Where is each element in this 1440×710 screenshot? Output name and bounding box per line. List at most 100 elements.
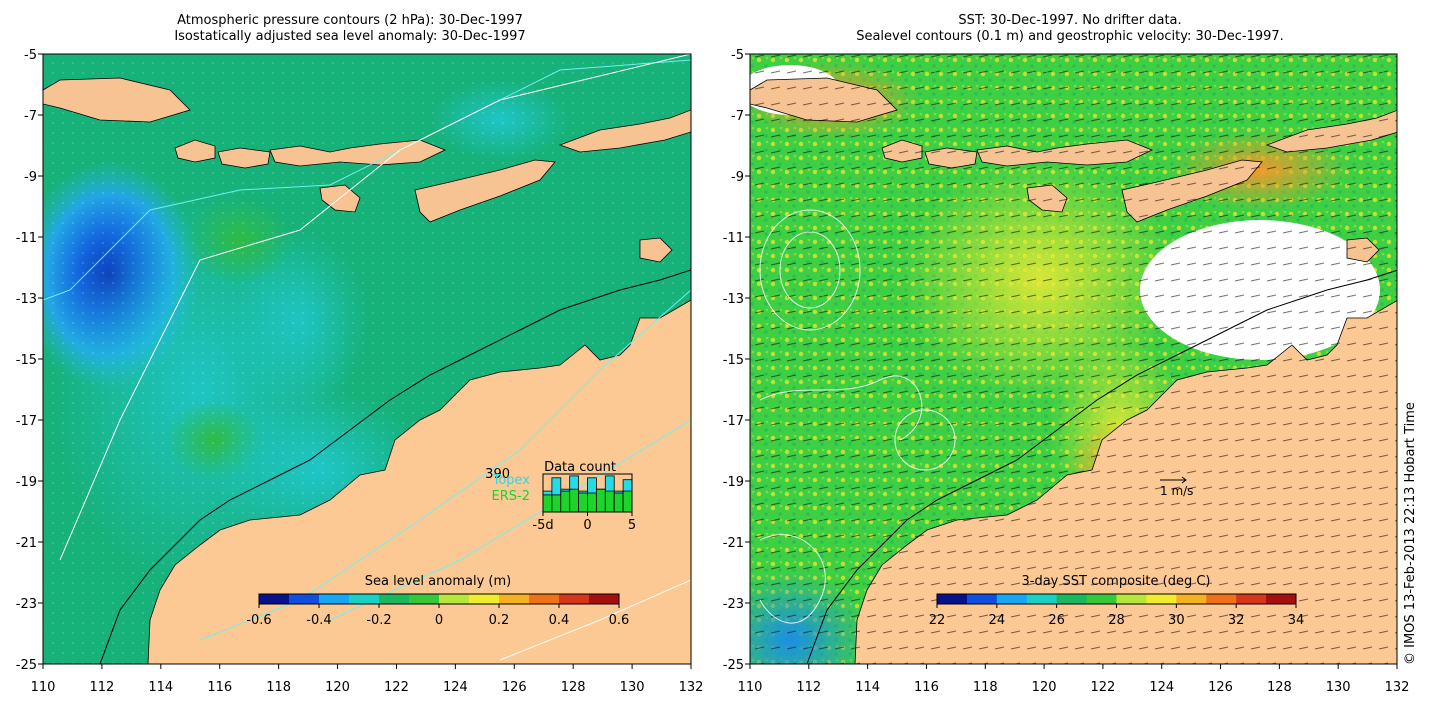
right-xtick-label: 126	[1208, 680, 1233, 695]
left-xtick-label: 110	[31, 680, 56, 695]
data-count-title: Data count	[544, 460, 616, 475]
ers2-count-bar	[578, 492, 588, 513]
sealevel-contour-ring	[894, 409, 956, 471]
geostrophic-velocity-arrows	[750, 54, 1397, 664]
right-ytick-label: -13	[723, 292, 744, 307]
pressure-contour-4	[329, 419, 691, 621]
data-count-xtick-label: -5d	[532, 518, 553, 533]
left-title-line1: Atmospheric pressure contours (2 hPa): 3…	[177, 13, 523, 28]
sst-colorbar-swatch	[966, 594, 998, 604]
left-ytick-label: -21	[16, 536, 37, 551]
sea-level-map	[43, 54, 691, 664]
right-axes: 110 112 114 116 118 120 122 124 126 128 130 132 -5 -7…	[723, 48, 1410, 695]
left-ytick-label: -17	[16, 414, 37, 429]
right-ytick-label: -25	[723, 658, 744, 673]
ers2-count-bar	[622, 490, 633, 513]
sea-level-colorbar-swatch	[469, 594, 500, 604]
right-ytick-label: -15	[723, 353, 744, 368]
sst-colorbar-tick-label: 22	[929, 613, 946, 628]
left-ytick-label: -15	[16, 353, 37, 368]
right-ytick-label: -21	[723, 536, 744, 551]
sealevel-contour-3	[759, 375, 923, 441]
right-xtick-label: 116	[914, 680, 939, 695]
data-count-inset: Data count 390 Topex ERS-2 -5d 0 5	[485, 460, 636, 533]
sst-colorbar-swatch	[937, 594, 968, 604]
sst-colorbar-swatch	[1176, 594, 1207, 604]
pressure-contour-2	[59, 54, 691, 561]
velocity-scale: 1 m/s	[1160, 476, 1193, 498]
ers2-count-bar	[596, 488, 606, 513]
right-xtick-label: 112	[796, 680, 821, 695]
right-ytick-label: -9	[731, 170, 744, 185]
sst-colorbar-swatch	[1116, 594, 1147, 604]
sst-colorbar-swatch	[1206, 594, 1237, 604]
sea-level-colorbar-swatch	[439, 594, 470, 604]
left-xtick-label: 126	[502, 680, 527, 695]
island-4	[269, 139, 446, 167]
left-ytick-label: -5	[24, 48, 37, 63]
left-ytick-label: -11	[16, 231, 37, 246]
ers2-count-bar	[587, 492, 597, 513]
ers2-count-bar	[604, 490, 615, 513]
indonesian-islands	[43, 77, 691, 263]
data-count-xtick-label: 5	[628, 518, 636, 533]
left-xtick-label: 128	[561, 680, 586, 695]
sea-level-colorbar-swatch	[289, 594, 320, 604]
right-xtick-label: 110	[738, 680, 763, 695]
island-8	[639, 237, 673, 263]
sst-colorbar-tick-label: 26	[1048, 613, 1065, 628]
sea-level-colorbar-label: Sea level anomaly (m)	[365, 574, 511, 589]
data-count-max-label: 390	[485, 467, 510, 482]
sst-colorbar-tick-label: 34	[1288, 613, 1305, 628]
sea-level-colorbar-tick-label: 0.4	[549, 613, 570, 628]
right-xtick-label: 118	[973, 680, 998, 695]
australia-land	[147, 299, 691, 664]
right-ytick-label: -7	[731, 109, 744, 124]
sealevel-contour-eddy-inner	[779, 231, 841, 309]
island-2	[174, 139, 216, 163]
pressure-contour-3	[199, 289, 691, 641]
left-xtick-label: 112	[89, 680, 114, 695]
ers2-count-bar	[551, 494, 562, 513]
left-ytick-label: -7	[24, 109, 37, 124]
right-title-line1: SST: 30-Dec-1997. No drifter data.	[958, 13, 1182, 28]
sea-level-colorbar-swatch	[259, 594, 290, 604]
left-xtick-label: 130	[620, 680, 645, 695]
left-xtick-label: 116	[207, 680, 232, 695]
right-xtick-label: 120	[1032, 680, 1057, 695]
shelf-contour	[99, 269, 691, 664]
sea-level-colorbar: Sea level anomaly (m) -0.6 -0.4 -0.2 0 0.2 0.…	[246, 574, 629, 628]
left-xtick-label: 124	[443, 680, 468, 695]
island-3	[217, 147, 271, 169]
sea-level-colorbar-swatch	[409, 594, 440, 604]
data-count-xtick-label: 0	[583, 518, 591, 533]
right-xtick-label: 130	[1326, 680, 1351, 695]
left-xtick-label: 132	[679, 680, 704, 695]
sea-level-colorbar-swatch	[589, 594, 620, 604]
velocity-scale-label: 1 m/s	[1160, 484, 1193, 498]
sst-colorbar-tick-label: 32	[1228, 613, 1245, 628]
right-panel-title: SST: 30-Dec-1997. No drifter data. Seale…	[720, 13, 1420, 45]
right-xtick-label: 114	[855, 680, 880, 695]
sst-colorbar-swatch	[1056, 594, 1088, 604]
pressure-contours	[43, 54, 691, 661]
sst-map	[750, 54, 1397, 664]
sea-level-colorbar-tick-label: 0.2	[489, 613, 510, 628]
sea-level-colorbar-tick-label: 0.6	[609, 613, 630, 628]
sea-level-colorbar-swatch	[559, 594, 590, 604]
sea-level-colorbar-tick-label: 0	[435, 613, 443, 628]
island-6	[414, 159, 556, 223]
left-xtick-label: 118	[266, 680, 291, 695]
sealevel-contour-eddy	[759, 209, 861, 331]
legend-topex: Topex	[492, 473, 531, 488]
left-title-line2: Isostatically adjusted sea level anomaly…	[174, 29, 526, 44]
sea-level-colorbar-tick-label: -0.2	[366, 613, 391, 628]
left-ytick-label: -19	[16, 475, 37, 490]
sea-level-colorbar-swatch	[529, 594, 560, 604]
velocity-scale-arrowhead	[1181, 476, 1187, 484]
sst-colorbar-swatch	[1236, 594, 1267, 604]
right-xtick-label: 132	[1385, 680, 1410, 695]
ers2-count-bar	[569, 488, 580, 513]
sst-colorbar-swatch	[1266, 594, 1297, 604]
right-xtick-label: 124	[1149, 680, 1174, 695]
